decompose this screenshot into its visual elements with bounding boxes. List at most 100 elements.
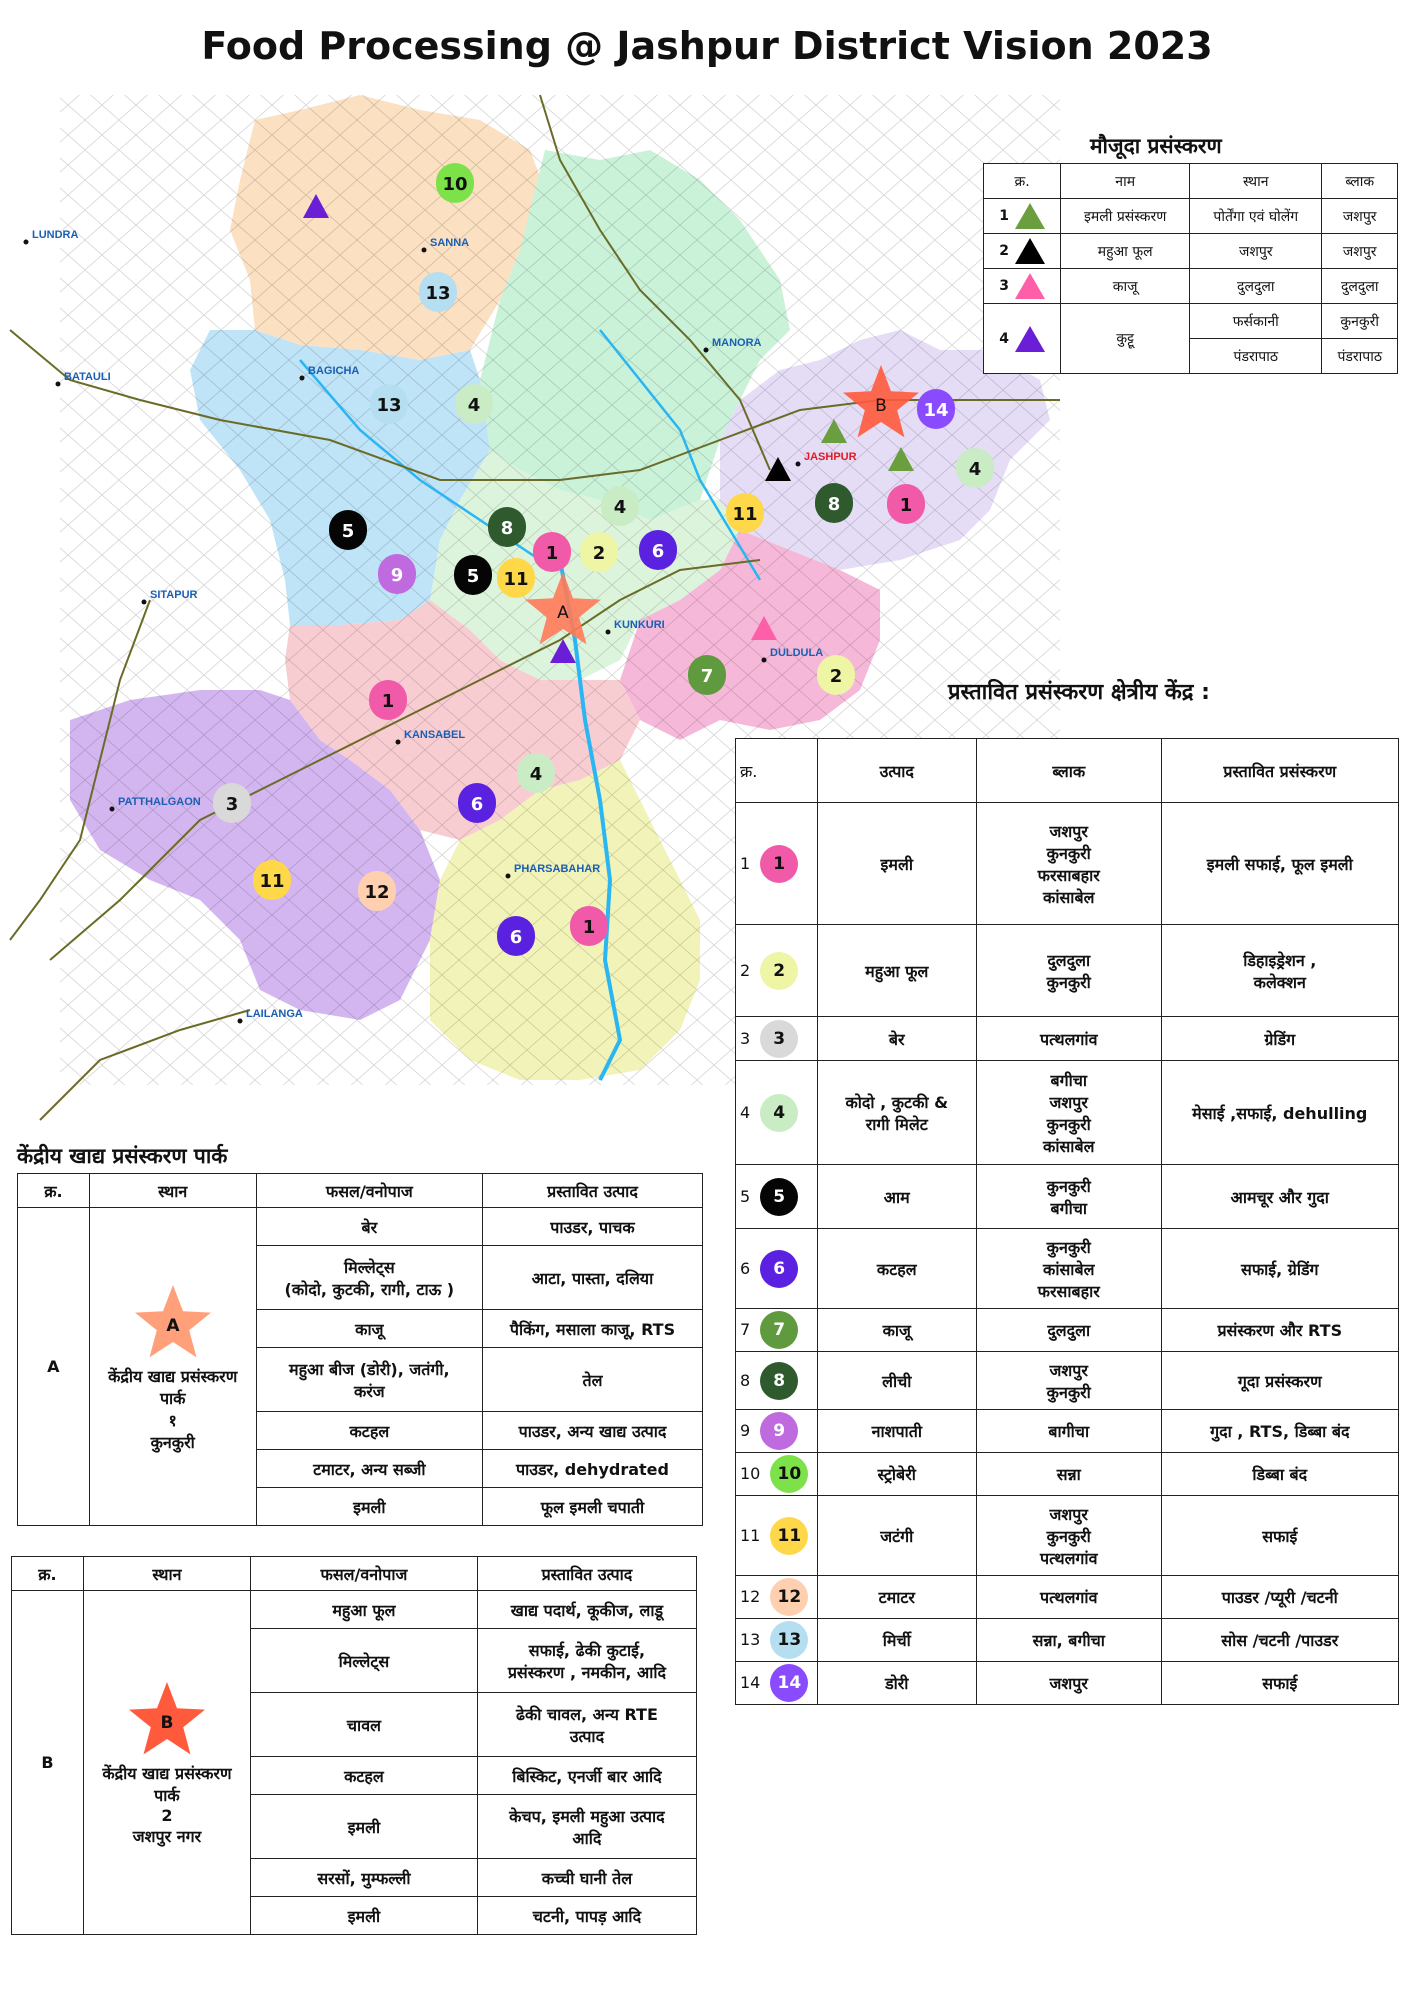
center-badge-icon: 1 [760,844,799,883]
block-cell: कुनकुरी [1321,303,1398,339]
product-cell: इमली [816,802,977,925]
park-star-icon [525,572,601,645]
map-center-number: 2 [593,543,606,564]
map-center-badge [253,860,291,900]
map-center-number: 4 [969,459,982,480]
col-header: ब्लाक [1321,163,1398,199]
crop-cell: महुआ फूल [250,1590,478,1629]
map-center-badge [817,655,855,695]
table-row: 3 काजू दुलदुला दुलदुला [982,268,1398,304]
table-row: 2 महुआ फूल जशपुर जशपुर [982,233,1398,269]
process-cell: गुदा , RTS, डिब्बा बंद [1160,1409,1400,1453]
row-index: 7 [740,1320,751,1339]
park-star-icon: B [128,1682,205,1755]
place-cell: पोर्तेंगा एवं घोलेंग [1189,198,1323,234]
river [599,329,762,581]
product-cell: ढेकी चावल, अन्य RTE उत्पाद [476,1692,698,1757]
place-label: SITAPUR [150,589,198,601]
place-dot [141,599,147,605]
table-row: 2 2 महुआ फूल दुलदुला कुनकुरी डिहाइड्रेशन , क… [735,924,1400,1017]
park-id: B [11,1590,84,1935]
col-header: नाम [1060,163,1191,199]
park-heading: केंद्रीय खाद्य प्रसंस्करण पार्क [17,1144,228,1168]
map-center-number: 1 [546,543,559,564]
table-row: A A केंद्रीय खाद्य प्रसंस्करण पार्क १ कुनक… [17,1207,704,1526]
col-header: ब्लाक [975,738,1162,803]
map-center-number: 4 [530,764,543,785]
place-label: BATAULI [64,371,111,383]
table-row: 4 4 कोदो , कुटकी & रागी मिलेट बगीचा जशपुर क… [735,1060,1400,1165]
row-index: 2 [740,960,751,980]
row-index: 6 [740,1258,751,1278]
place-dot [299,375,305,381]
map-center-number: 10 [442,174,467,195]
product-cell: मिर्ची [816,1618,977,1662]
park-location: A केंद्रीय खाद्य प्रसंस्करण पार्क १ कुनकु… [88,1207,257,1526]
river [558,559,623,1081]
map-center-badge [570,906,608,946]
map-center-badge [419,272,457,312]
place-cell: फर्सकानी [1189,303,1323,339]
row-number: 11 11 [735,1495,818,1576]
triangle-marker-icon [751,616,777,640]
proposed-centers-table: क्र. उत्पाद ब्लाक प्रस्तावित प्रसंस्करण … [735,738,1400,1705]
place-dot [109,806,115,812]
triangle-marker-icon [1015,238,1045,264]
table-row: 11 11 जटंगी जशपुर कुनकुरी पत्थलगांव सफाई [735,1495,1400,1576]
row-index: 8 [740,1370,751,1390]
place-dot [761,657,767,663]
table-row: 4 कुट्टू फर्सकानी कुनकुरी [982,303,1398,374]
park-b-table: क्र. स्थान फसल/वनोपाज प्रस्तावित उत्पाद … [11,1556,698,1935]
table-row: 1 1 इमली जशपुर कुनकुरी फरसाबहार कांसाबेल इमल… [735,802,1400,925]
road [539,94,771,471]
table-row: 14 14 डोरी जशपुर सफाई [735,1661,1400,1705]
product-cell: स्ट्रोबेरी [816,1452,977,1496]
map-center-number: 3 [226,794,239,815]
place-label: PHARSABAHAR [514,863,600,875]
crop-cell: टमाटर, अन्य सब्जी [255,1449,483,1488]
park-star-label: A [166,1316,180,1336]
table-row: कटहल पाउडर, अन्य खाद्य उत्पाद [18,1411,704,1450]
row-index: 14 [740,1673,761,1692]
product-cell: फूल इमली चपाती [481,1487,704,1526]
map-center-number: 13 [425,283,450,304]
map-center-number: 11 [503,569,528,590]
table-row: टमाटर, अन्य सब्जी पाउडर, dehydrated [18,1449,704,1488]
row-index: 11 [740,1525,761,1545]
product-cell: पैकिंग, मसाला काजू, RTS [481,1309,704,1348]
triangle-marker-icon [765,457,791,481]
place-label: KANSABEL [404,729,465,741]
crop-cell: महुआ बीज (डोरी), जतंगी, करंज [255,1347,483,1412]
block-cell: पत्थलगांव [975,1575,1162,1619]
process-cell: ग्रेडिंग [1160,1016,1400,1061]
product-cell: आम [816,1164,977,1229]
row-number: 1 [982,198,1062,234]
table-row: पंडरापाठ पंडरापाठ [984,338,1398,374]
center-badge-icon: 13 [770,1621,809,1659]
block-cell: पंडरापाठ [1321,338,1398,374]
product-cell: कोदो , कुटकी & रागी मिलेट [816,1060,977,1165]
park-a-table: क्र. स्थान फसल/वनोपाज प्रस्तावित उत्पाद … [17,1173,704,1526]
block-cell: दुलदुला [975,1308,1162,1352]
map-center-badge [580,532,618,572]
map-center-badge [726,493,764,533]
park-location: B केंद्रीय खाद्य प्रसंस्करण पार्क 2 जशपुर… [82,1590,252,1935]
place-dot [23,239,29,245]
triangle-marker-icon [303,194,329,218]
map-center-badge [370,384,408,424]
col-header: क्र. [11,1556,84,1591]
map-center-number: 8 [828,494,841,515]
map-center-badge [639,530,677,570]
center-badge-icon: 8 [760,1361,799,1400]
map-center-badge [369,680,407,720]
map-center-number: 1 [583,917,596,938]
center-badge-icon: 12 [770,1578,809,1616]
product-cell: नाशपाती [816,1409,977,1453]
map-center-number: 1 [382,691,395,712]
map-center-number: 2 [830,666,843,687]
block-cell: सन्ना, बगीचा [975,1618,1162,1662]
center-badge-icon: 3 [760,1019,799,1058]
center-badge-icon: 2 [760,951,799,990]
